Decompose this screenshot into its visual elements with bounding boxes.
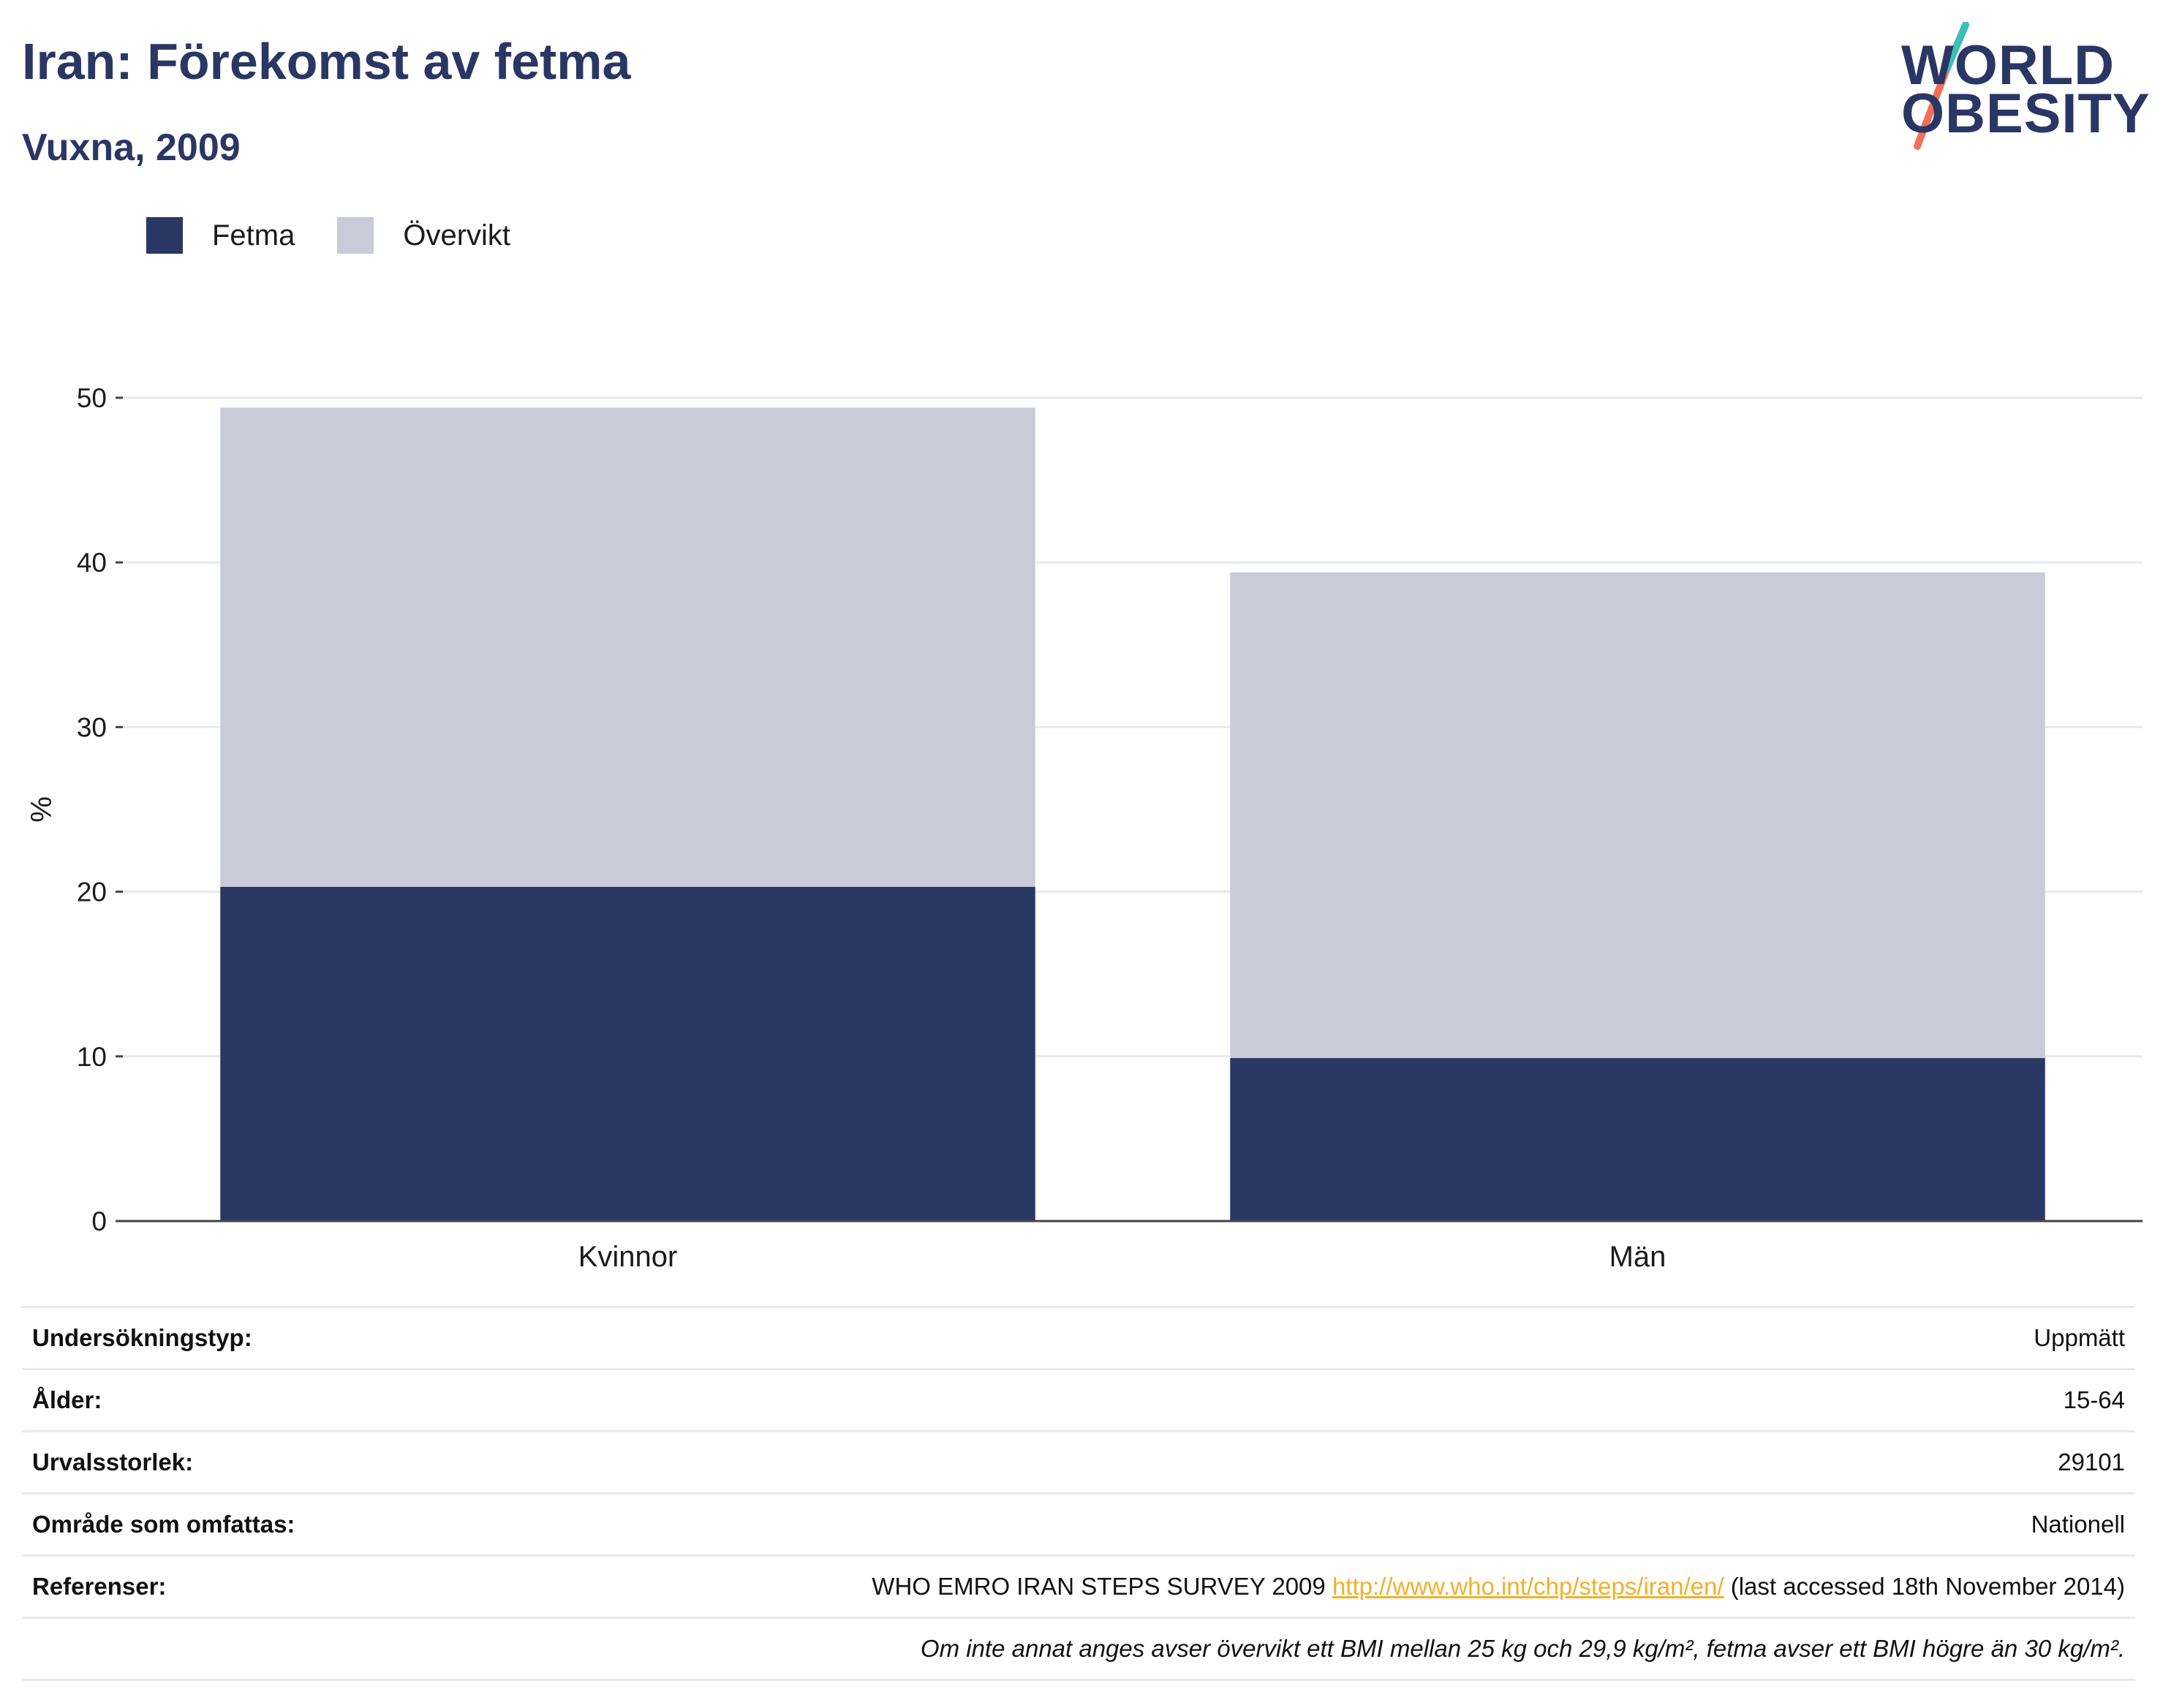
logo-slash-icon	[1914, 22, 1969, 150]
info-row-references: Referenser: WHO EMRO IRAN STEPS SURVEY 2…	[22, 1554, 2135, 1617]
y-tick-label: 30	[77, 712, 107, 742]
page-subtitle: Vuxna, 2009	[22, 126, 241, 169]
info-value: 29101	[2058, 1448, 2125, 1475]
reference-link[interactable]: http://www.who.int/chp/steps/iran/en/	[1332, 1573, 1724, 1600]
info-value-references: WHO EMRO IRAN STEPS SURVEY 2009 http://w…	[872, 1573, 2125, 1601]
bar-fetma-kvinnor	[220, 886, 1035, 1221]
y-tick-label: 0	[91, 1206, 107, 1236]
y-axis-label: %	[26, 796, 58, 823]
bar-fetma-mn	[1230, 1058, 2045, 1221]
chart-legend: Fetma Övervikt	[146, 216, 553, 254]
info-row-survey-type: Undersökningstyp: Uppmätt	[22, 1306, 2135, 1368]
legend-item-fetma[interactable]: Fetma	[146, 217, 295, 254]
info-label: Urvalsstorlek:	[32, 1448, 194, 1475]
legend-label-fetma: Fetma	[212, 219, 295, 252]
info-value: Nationell	[2031, 1511, 2125, 1538]
legend-swatch-overvikt	[337, 217, 374, 254]
legend-item-overvikt[interactable]: Övervikt	[337, 217, 510, 254]
info-label: Ålder:	[32, 1386, 102, 1413]
info-label: Undersökningstyp:	[32, 1324, 252, 1351]
legend-label-overvikt: Övervikt	[403, 219, 511, 252]
bmi-definition-note: Om inte annat anges avser övervikt ett B…	[920, 1635, 2125, 1662]
y-tick-label: 20	[77, 877, 107, 907]
info-row-age: Ålder: 15-64	[22, 1368, 2135, 1430]
page-title: Iran: Förekomst av fetma	[22, 33, 631, 90]
info-row-area: Område som omfattas: Nationell	[22, 1492, 2135, 1554]
y-tick-label: 10	[77, 1042, 107, 1072]
reference-accessed: (last accessed 18th November 2014)	[1724, 1573, 2125, 1600]
y-tick-label: 50	[77, 383, 107, 413]
survey-info-table: Undersökningstyp: Uppmätt Ålder: 15-64 U…	[22, 1306, 2135, 1681]
bar-vervikt-kvinnor	[220, 407, 1035, 887]
x-tick-label: Män	[1609, 1241, 1666, 1272]
info-row-sample-size: Urvalsstorlek: 29101	[22, 1430, 2135, 1492]
info-label: Referenser:	[32, 1573, 167, 1600]
bar-vervikt-mn	[1230, 572, 2045, 1059]
info-value: 15-64	[2063, 1386, 2125, 1413]
stacked-bar-chart: 0 10 20 30 40 50% Kvinnor Män	[26, 383, 2143, 1272]
world-obesity-logo: WORLD OBESITY	[1901, 22, 2150, 154]
x-tick-label: Kvinnor	[578, 1241, 678, 1272]
logo-word-world: WORLD	[1901, 34, 2115, 97]
info-value: Uppmätt	[2034, 1324, 2125, 1351]
reference-text: WHO EMRO IRAN STEPS SURVEY 2009	[872, 1573, 1332, 1600]
legend-swatch-fetma	[146, 217, 183, 254]
info-label: Område som omfattas:	[32, 1511, 295, 1538]
info-row-note: Om inte annat anges avser övervikt ett B…	[22, 1617, 2135, 1681]
logo-word-obesity: OBESITY	[1901, 83, 2151, 145]
y-tick-label: 40	[77, 548, 107, 578]
